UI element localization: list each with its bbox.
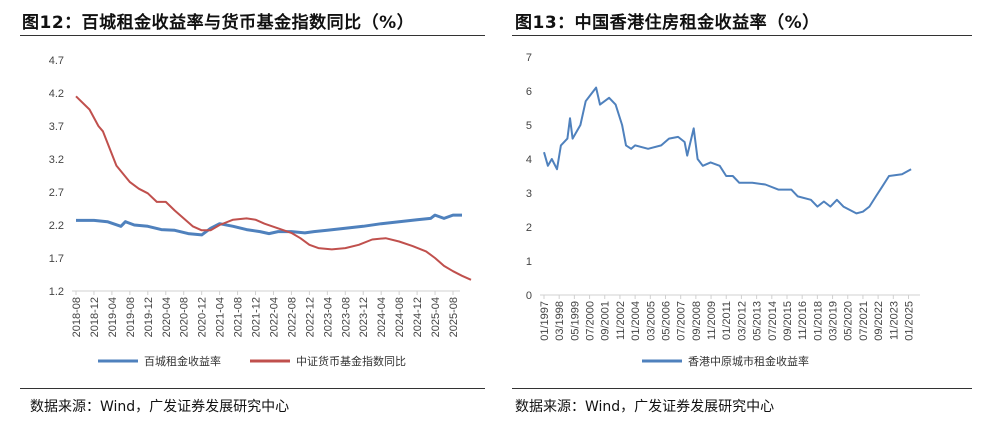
x-tick-label: 05/1999 <box>569 301 581 341</box>
x-tick-label: 11/2016 <box>797 301 809 340</box>
x-tick-label: 2020-12 <box>197 297 209 337</box>
y-tick-label: 3.2 <box>49 154 64 166</box>
x-tick-label: 01/2011 <box>721 301 733 340</box>
x-tick-label: 11/2009 <box>706 301 718 340</box>
y-tick-label: 3 <box>526 188 532 200</box>
x-tick-label: 2025-08 <box>448 297 460 337</box>
x-tick-label: 2024-04 <box>376 297 388 337</box>
y-tick-label: 3.7 <box>49 121 64 133</box>
series-line-0 <box>76 213 462 237</box>
x-tick-label: 2018-08 <box>71 297 83 337</box>
x-tick-label: 09/2022 <box>873 301 885 341</box>
x-tick-label: 2020-08 <box>179 297 191 337</box>
x-tick-label: 09/2015 <box>782 301 794 341</box>
x-tick-label: 09/2001 <box>600 301 612 341</box>
x-tick-label: 2023-04 <box>322 297 334 337</box>
x-tick-label: 07/2000 <box>585 301 597 341</box>
x-tick-label: 07/2021 <box>858 301 870 341</box>
x-tick-label: 2022-12 <box>304 297 316 337</box>
x-tick-label: 01/1997 <box>539 301 551 341</box>
y-tick-label: 0 <box>526 290 532 302</box>
y-tick-label: 1 <box>526 256 532 268</box>
y-tick-label: 2.2 <box>49 220 64 232</box>
x-tick-label: 03/1998 <box>554 301 566 341</box>
y-tick-label: 2 <box>526 222 532 234</box>
y-tick-label: 4 <box>526 154 532 166</box>
right-chart-title: 图13：中国香港住房租金收益率（%） <box>515 13 820 33</box>
right-source: 数据来源：Wind，广发证券发展研究中心 <box>515 399 775 415</box>
x-tick-label: 11/2023 <box>888 301 900 340</box>
x-tick-label: 2021-04 <box>215 297 227 337</box>
x-tick-label: 2022-04 <box>268 297 280 337</box>
legend-label: 中证货币基金指数同比 <box>296 354 406 368</box>
x-tick-label: 05/2006 <box>660 301 672 341</box>
y-tick-label: 5 <box>526 120 532 132</box>
y-tick-label: 1.2 <box>49 286 64 298</box>
y-tick-label: 1.7 <box>49 253 64 265</box>
x-tick-label: 09/2008 <box>691 301 703 341</box>
x-tick-label: 2023-08 <box>340 297 352 337</box>
x-tick-label: 01/2018 <box>812 301 824 341</box>
right-bottom-rule <box>512 388 972 389</box>
x-tick-label: 2022-08 <box>286 297 298 337</box>
y-tick-label: 4.7 <box>49 55 64 67</box>
x-tick-label: 2019-08 <box>125 297 137 337</box>
x-tick-label: 2023-12 <box>358 297 370 337</box>
x-tick-label: 03/2012 <box>736 301 748 341</box>
x-tick-label: 07/2007 <box>676 301 688 341</box>
series-line-0 <box>543 86 912 215</box>
series-line-1 <box>75 95 472 281</box>
left-chart-title: 图12：百城租金收益率与货币基金指数同比（%） <box>22 13 415 33</box>
y-tick-label: 2.7 <box>49 187 64 199</box>
left-title-rule <box>20 35 485 36</box>
left-bottom-rule <box>20 388 485 389</box>
x-tick-label: 2024-12 <box>412 297 424 337</box>
x-tick-label: 2020-04 <box>161 297 173 337</box>
x-tick-label: 2021-12 <box>251 297 263 337</box>
x-tick-label: 2021-08 <box>233 297 245 337</box>
x-tick-label: 2019-12 <box>143 297 155 337</box>
legend-label: 百城租金收益率 <box>144 354 221 368</box>
y-tick-label: 4.2 <box>49 88 64 100</box>
y-tick-label: 7 <box>526 52 532 64</box>
x-tick-label: 03/2005 <box>645 301 657 341</box>
x-tick-label: 2018-12 <box>89 297 101 337</box>
x-tick-label: 05/2020 <box>843 301 855 341</box>
x-tick-label: 05/2013 <box>752 301 764 341</box>
x-tick-label: 2024-08 <box>394 297 406 337</box>
x-tick-label: 01/2004 <box>630 301 642 341</box>
y-tick-label: 6 <box>526 86 532 98</box>
x-tick-label: 03/2019 <box>828 301 840 341</box>
x-tick-label: 2025-04 <box>430 297 442 337</box>
x-tick-label: 2019-04 <box>107 297 119 337</box>
x-tick-label: 01/2025 <box>903 301 915 341</box>
x-tick-label: 07/2014 <box>767 301 779 341</box>
left-source: 数据来源：Wind，广发证券发展研究中心 <box>30 399 290 415</box>
x-tick-label: 11/2002 <box>615 301 627 340</box>
right-title-rule <box>512 35 972 36</box>
legend-label: 香港中原城市租金收益率 <box>688 354 809 368</box>
